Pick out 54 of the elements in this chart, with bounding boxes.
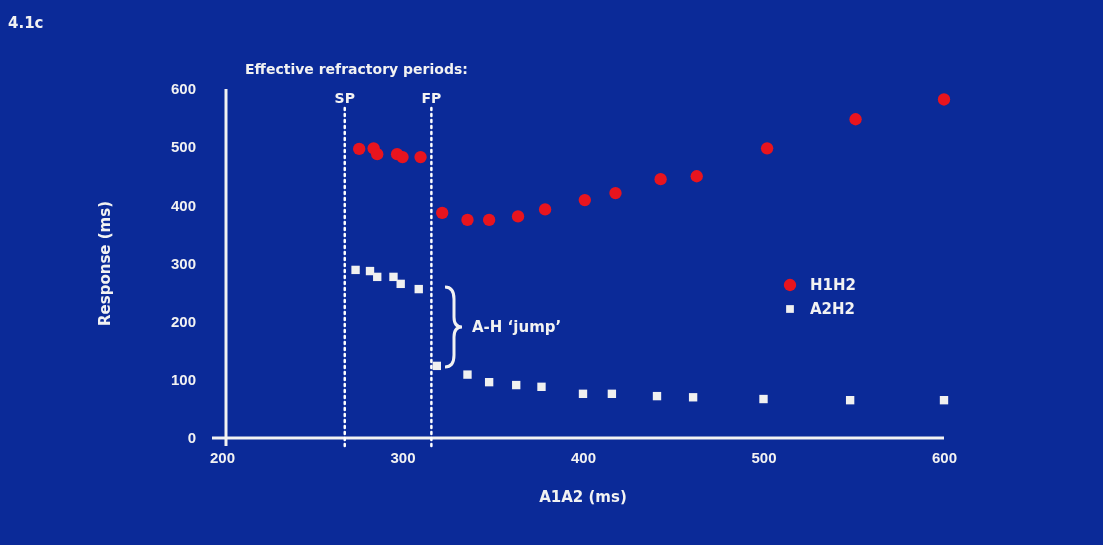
point: [760, 142, 774, 155]
point: [414, 150, 427, 164]
legend-label: A2H2: [810, 300, 856, 318]
x-tick-label: 500: [751, 448, 777, 466]
y-tick-label: 400: [170, 196, 196, 214]
annotation: A-H ‘jump’: [472, 318, 562, 336]
y-tick-label: 200: [170, 312, 196, 330]
x-tick-label: 300: [390, 448, 416, 466]
point: [607, 389, 617, 398]
point: [654, 172, 667, 186]
point: [609, 186, 622, 200]
text: 4.1c: [8, 14, 44, 32]
point: [690, 170, 703, 183]
y-tick-label: 0: [187, 429, 196, 447]
point: [461, 213, 474, 227]
point: [482, 213, 496, 227]
point: [351, 265, 360, 275]
y-tick-label: 300: [170, 254, 196, 272]
point: [512, 380, 521, 390]
point: [538, 203, 552, 216]
legend-label: H1H2: [810, 276, 856, 294]
point: [414, 284, 423, 294]
point: [353, 142, 366, 156]
point: [939, 396, 949, 405]
point: [511, 210, 525, 223]
ref-line-label: SP: [334, 90, 355, 106]
y-tick-label: 100: [170, 371, 196, 389]
point: [436, 206, 449, 220]
x-tick-label: 600: [931, 448, 958, 466]
point: [389, 272, 398, 282]
point: [759, 394, 768, 404]
x-tick-label: 400: [570, 448, 597, 466]
point: [652, 391, 662, 401]
text: Effective refractory periods:: [245, 61, 468, 77]
ref-line-label: FP: [421, 90, 442, 106]
y-axis-title: Response (ms): [96, 201, 114, 326]
point: [849, 113, 862, 126]
y-tick-label: 500: [170, 138, 196, 156]
point: [937, 93, 951, 106]
point: [484, 377, 494, 387]
point: [688, 393, 698, 402]
point: [371, 147, 384, 161]
x-tick-label: 200: [209, 448, 236, 466]
point: [432, 361, 441, 371]
point: [396, 279, 405, 289]
point: [373, 272, 382, 282]
point: [537, 382, 546, 391]
point: [463, 370, 472, 379]
point: [578, 193, 591, 207]
point: [396, 150, 409, 164]
point: [845, 396, 855, 405]
x-axis-title: A1A2 (ms): [539, 488, 627, 506]
y-tick-label: 600: [170, 80, 196, 98]
point: [578, 389, 588, 398]
